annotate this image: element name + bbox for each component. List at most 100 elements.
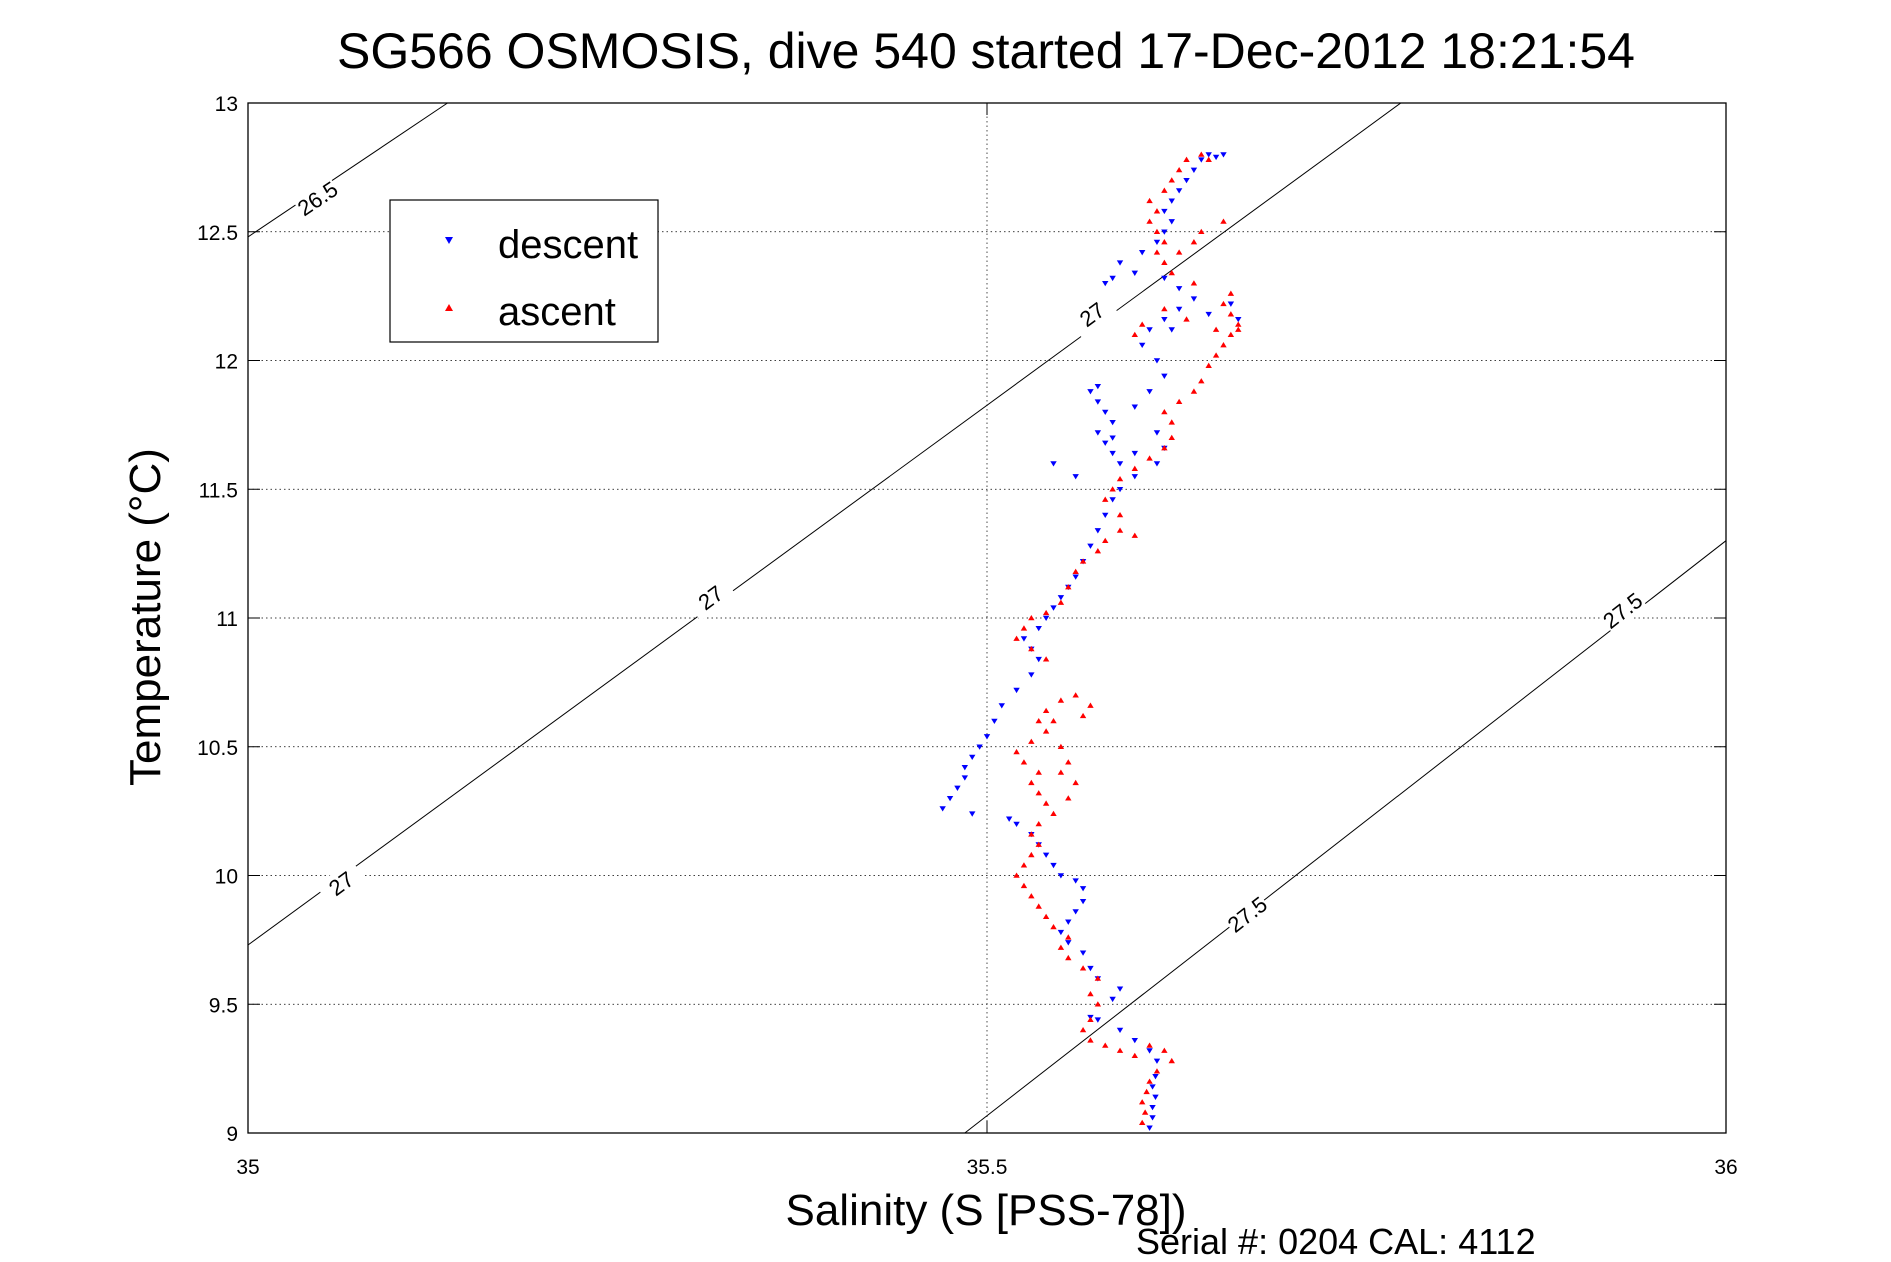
legend-descent-marker <box>445 237 453 244</box>
ascent-point <box>1168 434 1175 441</box>
contour-line-26.5 <box>247 102 448 238</box>
descent-point <box>983 734 991 740</box>
descent-point <box>1153 239 1161 246</box>
ascent-point <box>1028 851 1035 858</box>
axes-frame <box>247 102 1727 1134</box>
ascent-point <box>1079 712 1087 719</box>
legend-descent-label: descent <box>498 223 638 267</box>
ascent-point <box>1035 790 1042 796</box>
descent-point <box>1057 873 1065 879</box>
legend-ascent-label: ascent <box>498 290 616 334</box>
ascent-point <box>1153 208 1161 214</box>
ascent-point <box>1028 831 1035 837</box>
descent-point <box>1183 177 1190 184</box>
descent-point <box>1050 605 1057 611</box>
contour-line-27.5 <box>964 540 1727 1134</box>
y-tick-label: 9.5 <box>209 994 238 1017</box>
ascent-point <box>1131 331 1138 338</box>
chart-title: SG566 OSMOSIS, dive 540 started 17-Dec-2… <box>337 23 1635 79</box>
ascent-point <box>1057 769 1065 775</box>
descent-point <box>1152 1074 1159 1080</box>
descent-point <box>1161 208 1168 215</box>
ascent-point <box>1116 1047 1124 1053</box>
descent-point <box>1175 188 1183 194</box>
ascent-point <box>1035 841 1042 847</box>
ascent-point <box>1042 913 1050 919</box>
descent-point <box>1087 389 1094 395</box>
ascent-point <box>1020 862 1028 868</box>
ascent-point <box>1035 903 1042 909</box>
descent-point <box>1028 672 1035 678</box>
grid-lines <box>248 103 1726 1133</box>
ascent-point <box>1042 707 1050 713</box>
ascent-point <box>1065 759 1072 765</box>
ascent-point <box>1072 568 1079 574</box>
descent-point <box>1065 940 1072 946</box>
ascent-point <box>1235 321 1242 327</box>
ascent-point <box>1020 625 1028 631</box>
ascent-point <box>1102 537 1109 544</box>
ascent-point <box>1050 924 1057 930</box>
ascent-point <box>1138 1119 1146 1125</box>
descent-point <box>1072 909 1079 915</box>
y-tick-label: 12.5 <box>197 222 238 245</box>
ascent-point <box>1161 409 1168 415</box>
descent-point <box>1146 1048 1153 1054</box>
descent-point <box>1116 461 1124 467</box>
ascent-point <box>1175 249 1183 255</box>
descent-point <box>1042 615 1050 621</box>
contour-label-mask <box>685 573 737 621</box>
ascent-point <box>1042 656 1050 662</box>
descent-point <box>1094 383 1102 390</box>
descent-point <box>1153 461 1161 467</box>
ascent-point <box>1190 388 1198 394</box>
descent-point <box>1072 474 1079 480</box>
ascent-point <box>1116 527 1124 533</box>
ascent-point <box>1042 728 1050 734</box>
ascent-point <box>1079 965 1087 971</box>
descent-point <box>1227 301 1235 307</box>
ascent-point <box>1227 311 1235 317</box>
ascent-point <box>1028 779 1035 786</box>
descent-point <box>1020 636 1028 642</box>
descent-point <box>1102 409 1109 415</box>
ascent-point <box>1102 1042 1109 1048</box>
ascent-point <box>1013 748 1020 755</box>
descent-point <box>1168 327 1175 333</box>
descent-point <box>1190 296 1198 302</box>
ascent-point <box>1146 1078 1153 1084</box>
contour-label-mask <box>291 175 343 222</box>
descent-point <box>939 806 946 812</box>
ascent-point <box>1057 944 1065 950</box>
ascent-point <box>1220 300 1227 307</box>
ascent-point <box>1198 378 1205 384</box>
descent-point <box>1013 687 1020 694</box>
ascent-point <box>1131 465 1138 471</box>
ascent-point <box>1109 486 1116 492</box>
ascent-point <box>1094 975 1102 981</box>
ascent-point <box>1065 954 1072 961</box>
descent-point <box>969 811 976 817</box>
ascent-point <box>1235 326 1242 332</box>
ascent-point <box>1087 1016 1094 1022</box>
ascent-point <box>1161 306 1168 312</box>
ascent-point <box>1035 821 1042 827</box>
descent-point <box>1072 878 1079 884</box>
ascent-point <box>1153 1068 1161 1074</box>
ascent-point <box>1035 718 1042 724</box>
descent-point <box>1065 919 1072 925</box>
descent-point <box>1220 152 1227 158</box>
descent-point <box>1131 270 1138 276</box>
descent-point <box>1153 1058 1161 1064</box>
ascent-series <box>1013 151 1242 1125</box>
ascent-point <box>1116 512 1124 518</box>
descent-point <box>1212 154 1220 161</box>
ascent-point <box>1161 445 1168 451</box>
descent-point <box>1168 219 1175 225</box>
ascent-point <box>1153 228 1161 235</box>
ascent-point <box>1161 187 1168 193</box>
legend: descent ascent <box>389 199 659 343</box>
descent-series <box>939 152 1242 1131</box>
